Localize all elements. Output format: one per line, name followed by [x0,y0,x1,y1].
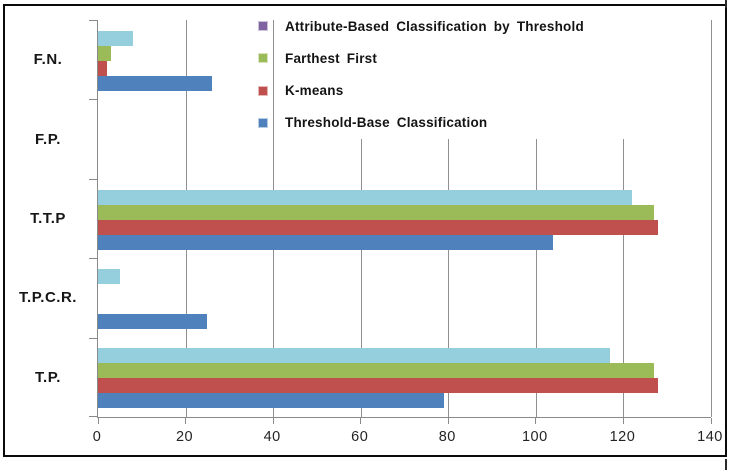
x-tick-label: 20 [175,429,194,445]
x-tick-mark [360,418,362,424]
bar-tp-series4 [98,393,444,409]
legend-label: Attribute-Based Classification by Thresh… [285,18,584,34]
category-label: F.P. [35,130,61,148]
y-tick-mark [89,20,97,21]
bar-fn-series1 [98,30,134,46]
y-tick-mark [89,337,97,339]
legend-item: Attribute-Based Classification by Thresh… [257,10,702,42]
legend-marker-icon [257,53,268,64]
category-label: T.T.P [30,209,66,227]
x-tick-mark [535,418,537,424]
x-tick-label: 60 [351,429,369,445]
legend-marker-icon [257,21,268,32]
bottom-right-notch [725,459,727,470]
legend-item: Farthest First [257,42,702,74]
x-tick-label: 140 [697,429,723,445]
x-tick-label: 120 [609,429,636,445]
y-tick-mark [89,178,97,180]
x-tick-mark [272,418,274,424]
bar-tpcr-series1 [98,268,120,284]
bar-ttp-series1 [98,189,633,205]
gridline-140 [711,20,712,417]
bar-fn-series4 [98,75,212,91]
x-tick-mark [97,418,99,424]
legend-label: Farthest First [285,50,378,66]
x-tick-label: 40 [263,429,281,445]
bar-fn-series2 [98,45,112,61]
legend-marker-icon [257,117,268,128]
bar-ttp-series3 [98,219,659,235]
legend-item: K-means [257,75,702,107]
legend-item: Threshold-Base Classification [257,107,702,139]
bar-tp-series3 [98,378,659,394]
bar-ttp-series2 [98,204,655,220]
legend: Attribute-Based Classification by Thresh… [257,10,702,139]
category-label: T.P.C.R. [19,289,77,307]
y-tick-mark [89,99,97,101]
category-label: T.P. [35,368,61,386]
x-tick-label: 0 [92,429,102,445]
legend-marker-icon [257,85,268,96]
x-tick-mark [710,418,712,424]
plot-area [89,20,712,424]
x-tick-mark [622,418,624,424]
bar-ttp-series4 [98,234,554,250]
x-tick-mark [447,418,449,424]
y-tick-mark [89,258,97,260]
category-label: F.N. [33,51,63,69]
value-axis: 0 20 40 60 80 100 120 140 [93,429,723,451]
bar-tp-series2 [98,363,655,379]
bar-tp-series1 [98,348,611,364]
x-tick-label: 80 [438,429,456,445]
y-tick-mark [89,416,97,417]
x-tick-mark [185,418,187,424]
bar-fn-series3 [98,60,107,76]
category-axis: F.N. F.P. T.T.P T.P.C.R. T.P. [6,20,90,417]
legend-label: K-means [285,83,344,99]
top-right-notch [725,0,727,8]
bar-tpcr-series4 [98,313,208,329]
legend-label: Threshold-Base Classification [285,115,488,131]
x-tick-label: 100 [521,429,548,445]
